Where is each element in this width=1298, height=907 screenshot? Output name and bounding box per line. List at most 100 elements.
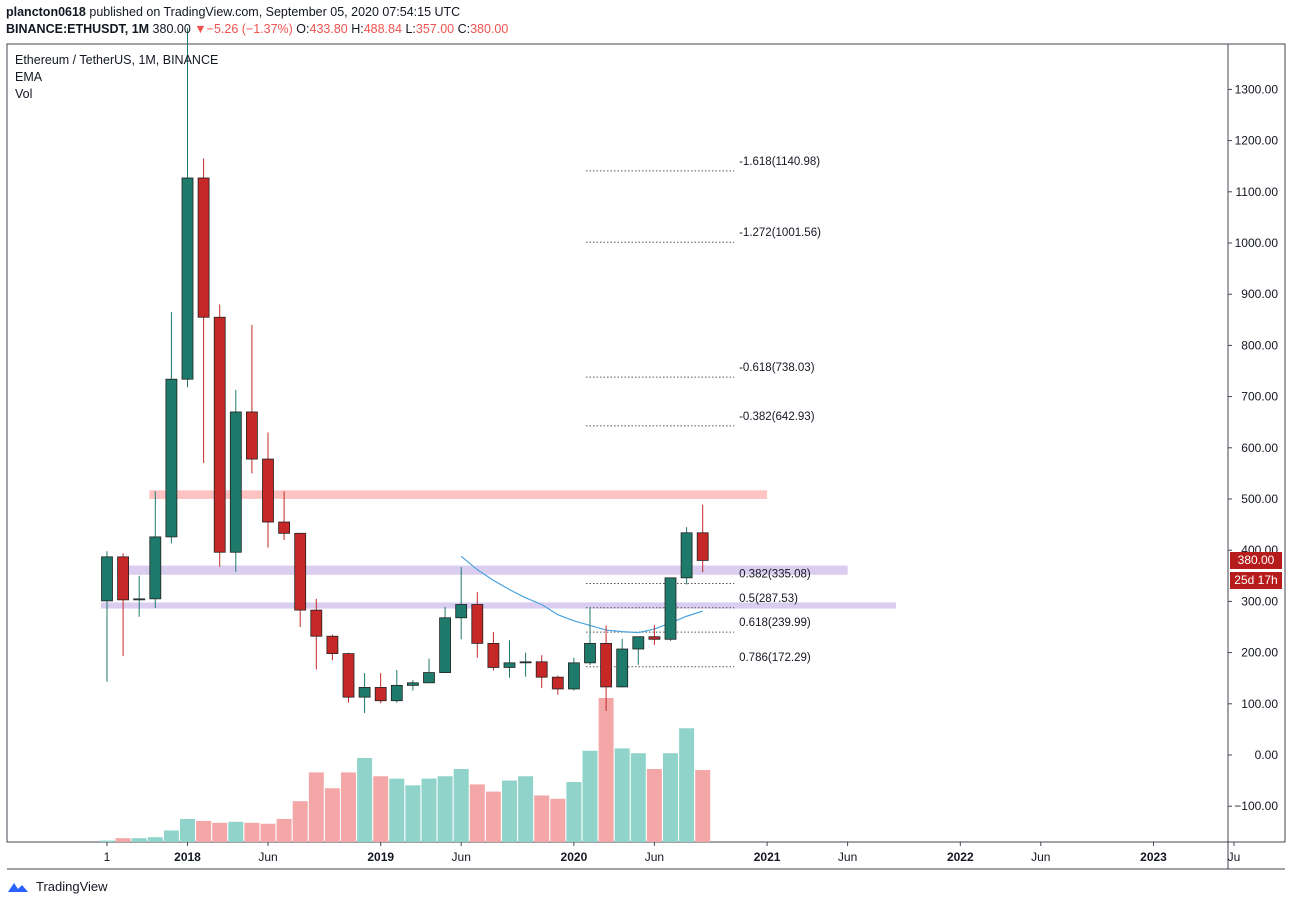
fib-level-label: -1.618(1140.98) [739,156,820,168]
volume-bar [679,728,695,842]
candle [503,640,516,678]
candle [133,575,146,617]
price-tick-label: 1100.00 [1236,185,1279,199]
candle-body [133,598,146,601]
candle-body [342,653,355,698]
change-arrow-icon: ▼ [194,22,207,36]
candle [358,673,371,714]
candle-body [455,604,468,619]
candle-body [471,604,484,644]
price-tick-label: 900.00 [1241,287,1278,301]
candle-body [648,636,661,640]
candle [165,312,178,544]
candle [455,567,468,640]
candle-body [439,617,452,673]
resistance-zone [149,490,768,499]
candle [326,634,339,661]
ema-line [460,555,703,634]
price-tick-label: −100.00 [1234,799,1278,813]
volume-bar [405,785,421,842]
volume-bar [147,837,163,842]
candle [551,675,564,695]
candle-body [326,635,339,655]
candle-body [584,642,596,664]
legend-ema[interactable]: EMA [15,70,43,84]
candle-body [535,661,548,678]
volume-bar [228,821,244,842]
support-zone-upper [117,565,848,575]
price-tick-label: 700.00 [1241,390,1278,404]
candle-body [390,684,403,702]
price-tick-label: 1300.00 [1235,82,1279,96]
footer-brand[interactable]: TradingView [6,879,108,894]
candle-body [600,642,612,688]
quote-bar: BINANCE:ETHUSDT, 1M 380.00 ▼−5.26 (−1.37… [6,22,508,36]
fib-level-label: 0.382(335.08) [739,568,811,580]
publish-text: published on TradingView.com, September … [89,5,461,19]
candle-body [374,687,387,702]
candle-body [632,636,645,650]
candle [181,27,194,388]
close-value: 380.00 [470,22,509,36]
high-value: 488.84 [363,22,402,36]
brand-name: TradingView [36,879,108,894]
time-tick-label: 2021 [754,850,781,864]
open-value: 433.80 [309,22,348,36]
candle [197,158,210,464]
price-tick-label: 1200.00 [1235,134,1279,148]
candle-body [696,532,709,561]
candle-body [181,177,194,380]
time-tick-label: 1 [104,850,111,864]
price-tick-label: 100.00 [1241,697,1278,711]
volume-bar [212,822,228,842]
tradingview-logo-icon [8,882,28,892]
volume-bar [469,784,485,842]
symbol-label[interactable]: BINANCE:ETHUSDT, 1M [6,22,150,36]
fib-level-label: 0.5(287.53) [739,593,798,605]
candle-body [664,577,677,640]
publish-info: plancton0618 published on TradingView.co… [6,5,460,19]
volume-bar [421,778,437,842]
candle [632,636,645,665]
volume-bar [341,772,356,842]
fib-level-label: 0.618(239.99) [739,617,811,629]
volume-bar [276,818,292,842]
candle-body [358,687,371,698]
high-label: H: [351,22,364,36]
volume-bar [437,776,453,842]
volume-bar [582,750,598,842]
volume-bar [131,838,147,842]
candle [406,680,419,691]
volume-bar [502,780,517,842]
volume-bar [115,838,131,842]
price-tick-label: 1000.00 [1235,236,1279,250]
time-tick-label: 2020 [561,850,588,864]
support-zone-lower [101,602,896,609]
publisher-name[interactable]: plancton0618 [6,5,86,19]
candle-body [294,532,307,611]
candle [648,624,661,645]
chart-frame [6,43,1286,843]
low-value: 357.00 [415,22,455,36]
time-tick-label: 2022 [947,850,974,864]
open-label: O: [296,22,310,36]
candle-body [229,411,242,553]
legend-title[interactable]: Ethereum / TetherUS, 1M, BINANCE [15,53,219,67]
fib-level-label: -0.382(642.93) [739,411,815,423]
candle [262,432,274,548]
legend-vol[interactable]: Vol [15,87,33,101]
candle [696,504,709,573]
volume-bar [357,758,373,842]
candle [471,592,484,658]
candle-body [519,661,532,664]
volume-bar [695,770,711,842]
volume-bar [196,820,212,842]
candle [374,673,387,704]
candle [117,553,129,657]
time-tick-label: Jun [645,850,664,864]
candle-body [503,662,516,668]
volume-bar [598,698,614,842]
candle [245,324,258,474]
candle-body [423,672,435,684]
